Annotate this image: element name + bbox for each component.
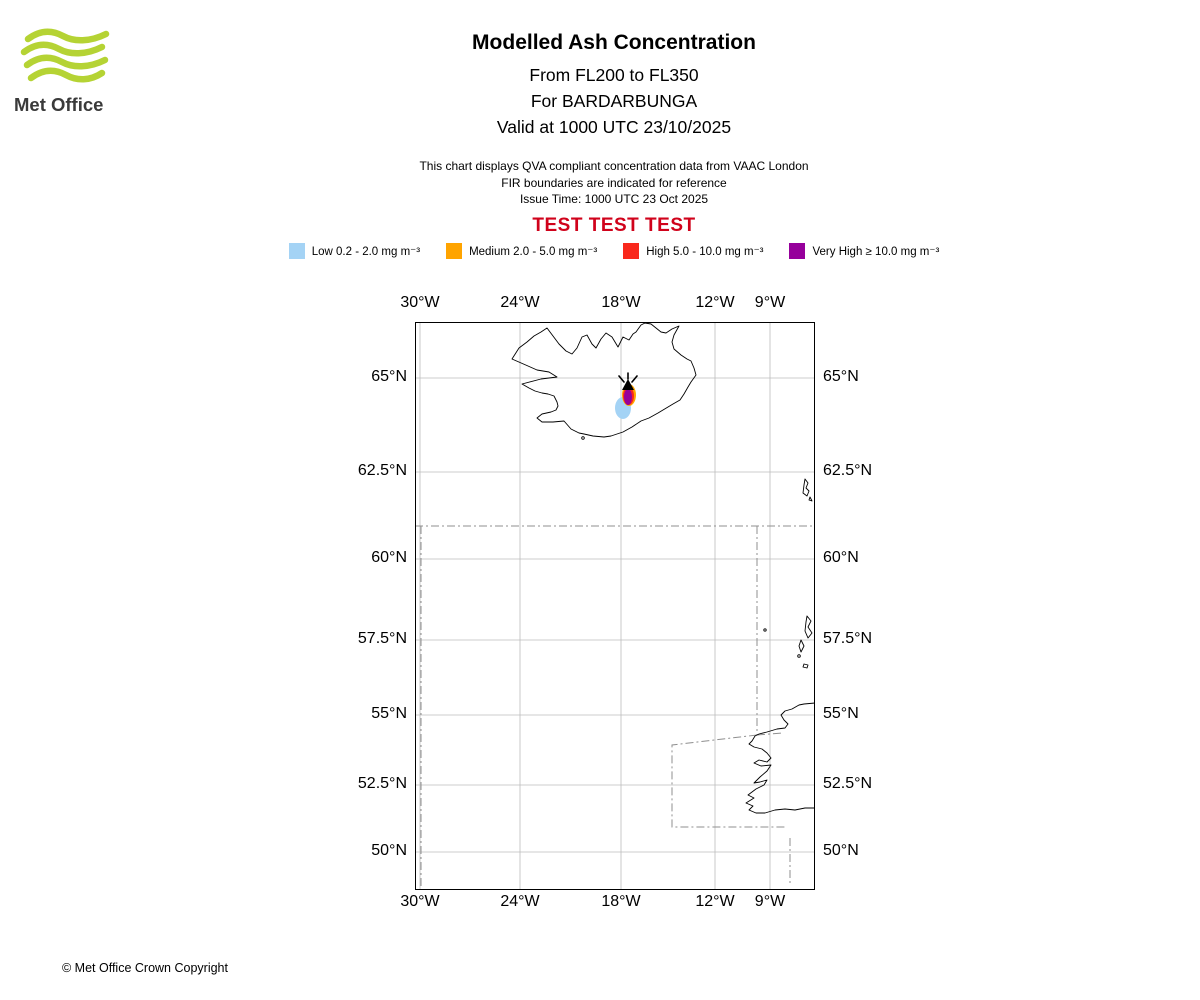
fir-boundary-spur — [756, 732, 784, 736]
copyright-notice: © Met Office Crown Copyright — [62, 961, 228, 975]
note-fir: FIR boundaries are indicated for referen… — [501, 175, 727, 190]
legend-item-very-high: Very High ≥ 10.0 mg m⁻³ — [789, 243, 939, 259]
map-border — [415, 322, 815, 890]
ash-plume — [615, 384, 636, 419]
legend-swatch-high — [623, 243, 640, 259]
lon-label-24w-top: 24°W — [500, 294, 540, 311]
iceland-coastline — [511, 322, 697, 438]
barra-island — [797, 654, 801, 658]
legend-item-low: Low 0.2 - 2.0 mg m⁻³ — [288, 243, 421, 259]
lat-label-55n-left: 55°N — [371, 705, 407, 722]
legend: Low 0.2 - 2.0 mg m⁻³ Medium 2.0 - 5.0 mg… — [0, 243, 1200, 259]
lat-axis-left: 65°N 62.5°N 60°N 57.5°N 55°N 52.5°N 50°N — [329, 322, 407, 890]
lon-label-30w-bottom: 30°W — [400, 893, 440, 910]
volcano-icon — [618, 372, 638, 390]
logo-wordmark: Met Office — [14, 94, 103, 115]
legend-swatch-medium — [446, 243, 463, 259]
legend-item-medium: Medium 2.0 - 5.0 mg m⁻³ — [446, 243, 597, 259]
legend-label-very-high: Very High ≥ 10.0 mg m⁻³ — [812, 246, 940, 258]
fir-boundaries — [415, 525, 815, 890]
lat-label-52-5n-left: 52.5°N — [357, 775, 407, 792]
legend-item-high: High 5.0 - 10.0 mg m⁻³ — [623, 243, 763, 259]
legend-label-high: High 5.0 - 10.0 mg m⁻³ — [646, 246, 764, 258]
lat-label-62-5n-left: 62.5°N — [357, 462, 407, 479]
lat-label-52-5n-right: 52.5°N — [823, 775, 873, 792]
lon-label-12w-bottom: 12°W — [695, 893, 735, 910]
lat-label-65n-left: 65°N — [371, 368, 407, 385]
lat-label-55n-right: 55°N — [823, 705, 859, 722]
legend-label-medium: Medium 2.0 - 5.0 mg m⁻³ — [469, 246, 598, 258]
lat-label-60n-left: 60°N — [371, 549, 407, 566]
lon-label-30w-top: 30°W — [400, 294, 440, 311]
chart-header: Modelled Ash Concentration From FL200 to… — [0, 31, 1200, 140]
lon-label-18w-top: 18°W — [601, 294, 641, 311]
lon-label-24w-bottom: 24°W — [500, 893, 540, 910]
lon-label-9w-top: 9°W — [754, 294, 786, 311]
lat-label-57-5n-right: 57.5°N — [823, 630, 873, 647]
page-title: Modelled Ash Concentration — [472, 31, 756, 54]
coastlines — [511, 322, 815, 814]
lat-label-50n-left: 50°N — [371, 842, 407, 859]
lat-label-62-5n-right: 62.5°N — [823, 462, 873, 479]
lat-label-65n-right: 65°N — [823, 368, 859, 385]
subtitle-volcano: For BARDARBUNGA — [530, 91, 698, 111]
lon-label-12w-top: 12°W — [695, 294, 735, 311]
fir-boundary-shannon — [671, 734, 787, 828]
ireland-coastline — [745, 702, 815, 814]
note-qva: This chart displays QVA compliant concen… — [419, 159, 809, 173]
legend-label-low: Low 0.2 - 2.0 mg m⁻³ — [311, 246, 421, 258]
lon-axis-top: 30°W 24°W 18°W 12°W 9°W — [400, 294, 815, 316]
hebrides-coastline — [798, 615, 813, 669]
subtitle-valid-time: Valid at 1000 UTC 23/10/2025 — [496, 117, 732, 137]
map — [415, 322, 815, 890]
subtitle-flight-levels: From FL200 to FL350 — [529, 65, 699, 85]
note-issue-time: Issue Time: 1000 UTC 23 Oct 2025 — [519, 192, 709, 206]
lat-label-60n-right: 60°N — [823, 549, 859, 566]
st-kilda-island — [763, 628, 767, 632]
lon-label-9w-bottom: 9°W — [754, 893, 786, 910]
ash-area-very-high — [624, 389, 632, 405]
lat-label-50n-right: 50°N — [823, 842, 859, 859]
lon-axis-bottom: 30°W 24°W 18°W 12°W 9°W — [400, 893, 815, 915]
legend-swatch-low — [288, 243, 305, 259]
logo-waves-icon — [20, 28, 110, 83]
chart-notes: This chart displays QVA compliant concen… — [0, 158, 1200, 208]
met-office-logo: Met Office — [14, 28, 110, 115]
lon-label-18w-bottom: 18°W — [601, 893, 641, 910]
map-graticule — [415, 322, 815, 890]
faroe-islands-coastline — [802, 478, 813, 502]
legend-swatch-very-high — [789, 243, 806, 259]
lat-label-57-5n-left: 57.5°N — [357, 630, 407, 647]
lat-axis-right: 65°N 62.5°N 60°N 57.5°N 55°N 52.5°N 50°N — [823, 322, 901, 890]
test-banner: TEST TEST TEST — [532, 215, 696, 236]
westman-islands — [581, 436, 585, 440]
